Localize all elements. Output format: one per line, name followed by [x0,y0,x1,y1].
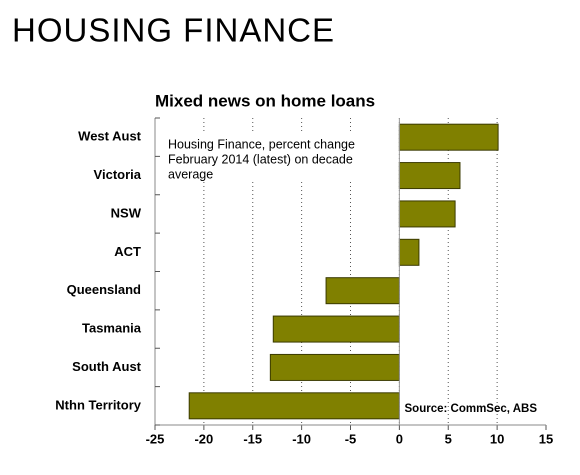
bar [398,200,456,228]
bar [398,162,461,190]
x-tick-label: -15 [243,431,262,446]
x-tick-label: -25 [146,431,165,446]
source: Source: CommSec, ABS [405,403,538,415]
x-tick-label: 0 [396,431,403,446]
y-tick-label: ACT [114,244,141,259]
annotation: average [168,167,213,181]
x-tick-label: 10 [490,431,504,446]
y-tick-label: South Aust [72,359,142,374]
bar [325,277,400,305]
annotation-background [165,132,393,182]
chart-title: Mixed news on home loans [155,91,375,110]
bar [398,238,420,266]
bar [272,315,400,343]
y-tick-label: Queensland [67,282,141,297]
bar [188,392,400,420]
x-tick-label: 5 [445,431,452,446]
y-tick-label: Victoria [94,167,142,182]
y-tick-label: West Aust [78,129,142,144]
bar [269,353,400,381]
y-tick-label: Tasmania [82,321,142,336]
x-tick-label: -20 [194,431,213,446]
page-title: HOUSING FINANCE [12,12,335,49]
x-tick-label: 15 [539,431,553,446]
annotation: February 2014 (latest) on decade [168,152,353,166]
x-tick-label: -5 [345,431,357,446]
annotation: Housing Finance, percent change [168,137,355,151]
y-tick-label: NSW [111,205,142,220]
y-tick-label: Nthn Territory [55,397,141,412]
x-tick-label: -10 [292,431,311,446]
bar [398,123,499,151]
